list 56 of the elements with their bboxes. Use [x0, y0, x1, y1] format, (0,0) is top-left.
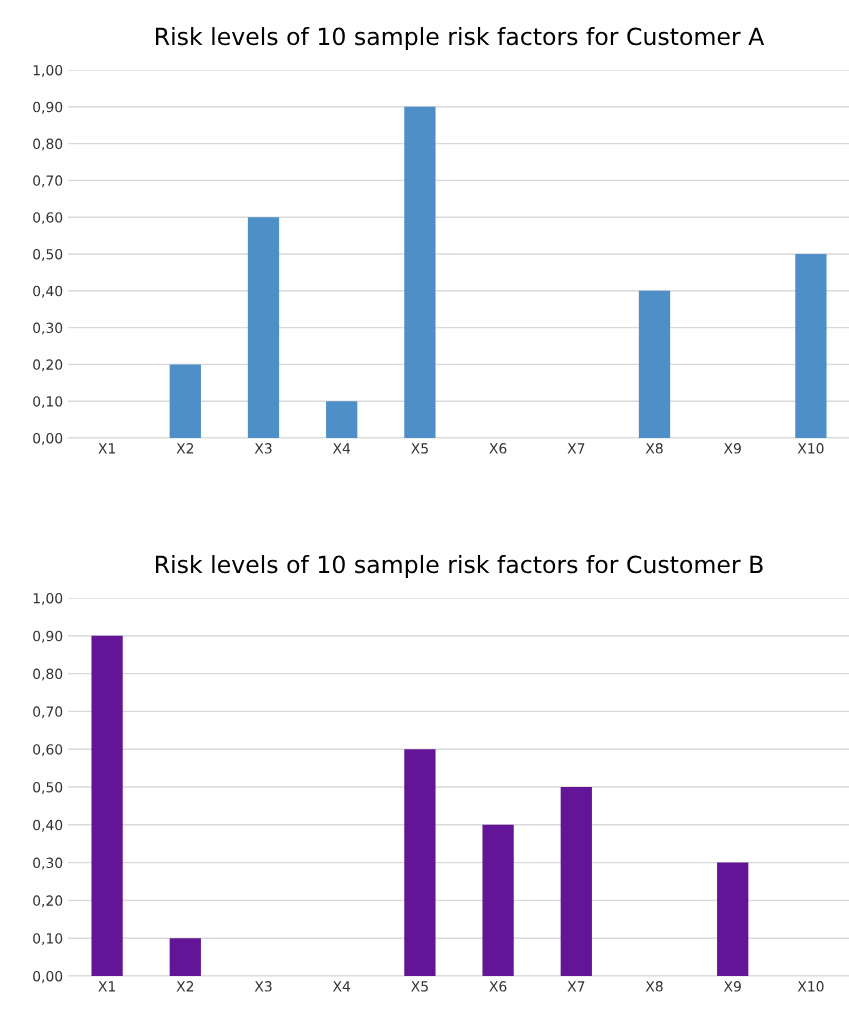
x-tick-label: X10 — [797, 981, 824, 992]
x-tick-label: X5 — [411, 981, 428, 992]
chart-title: Risk levels of 10 sample risk factors for Customer B — [156, 555, 763, 578]
x-tick-label: X5 — [411, 443, 428, 454]
bar — [717, 862, 749, 976]
bar — [482, 824, 514, 976]
chart-title: Risk levels of 10 sample risk factors for Customer A — [156, 27, 765, 50]
x-tick-label: X3 — [254, 443, 272, 454]
x-tick-label: X9 — [723, 981, 741, 992]
x-tick-label: X4 — [332, 981, 351, 992]
y-tick-label: 0,00 — [33, 970, 63, 983]
y-tick-label: 0,10 — [33, 933, 63, 946]
y-tick-label: 0,10 — [33, 396, 63, 409]
x-tick-label: X4 — [332, 443, 351, 454]
x-tick-label: X7 — [567, 443, 585, 454]
bar — [169, 938, 201, 976]
bar — [169, 364, 201, 438]
y-tick-label: 1,00 — [33, 64, 63, 77]
x-tick-label: X1 — [98, 443, 115, 454]
bar — [404, 106, 436, 438]
x-tick-label: X6 — [489, 981, 507, 992]
x-tick-label: X10 — [797, 443, 824, 454]
bar — [91, 635, 123, 976]
bar — [795, 254, 827, 438]
bar — [560, 787, 592, 976]
y-tick-label: 0,60 — [33, 744, 63, 757]
y-tick-label: 0,30 — [33, 857, 63, 870]
x-tick-label: X2 — [176, 443, 194, 454]
y-tick-label: 0,00 — [33, 432, 63, 445]
x-tick-label: X3 — [254, 981, 272, 992]
y-tick-label: 0,50 — [33, 248, 63, 261]
bar — [326, 401, 358, 438]
y-tick-label: 0,20 — [33, 895, 63, 908]
x-tick-label: X6 — [489, 443, 507, 454]
y-tick-label: 0,70 — [33, 706, 63, 719]
x-tick-label: X8 — [645, 443, 663, 454]
y-tick-label: 0,80 — [33, 668, 63, 681]
y-tick-label: 0,20 — [33, 359, 63, 372]
y-tick-label: 0,90 — [33, 101, 63, 114]
y-tick-label: 0,60 — [33, 212, 63, 225]
y-tick-label: 0,40 — [33, 285, 63, 298]
y-tick-label: 0,50 — [33, 781, 63, 794]
bar — [404, 749, 436, 976]
y-tick-label: 1,00 — [33, 592, 63, 605]
y-tick-label: 0,40 — [33, 819, 63, 832]
x-tick-label: X1 — [98, 981, 115, 992]
y-tick-label: 0,30 — [33, 322, 63, 335]
x-tick-label: X7 — [567, 981, 585, 992]
y-tick-label: 0,70 — [33, 175, 63, 188]
x-tick-label: X9 — [723, 443, 741, 454]
bar — [247, 217, 280, 438]
y-tick-label: 0,90 — [33, 630, 63, 643]
x-tick-label: X2 — [176, 981, 194, 992]
bar — [638, 290, 671, 438]
x-tick-label: X8 — [645, 981, 663, 992]
y-tick-label: 0,80 — [33, 138, 63, 151]
